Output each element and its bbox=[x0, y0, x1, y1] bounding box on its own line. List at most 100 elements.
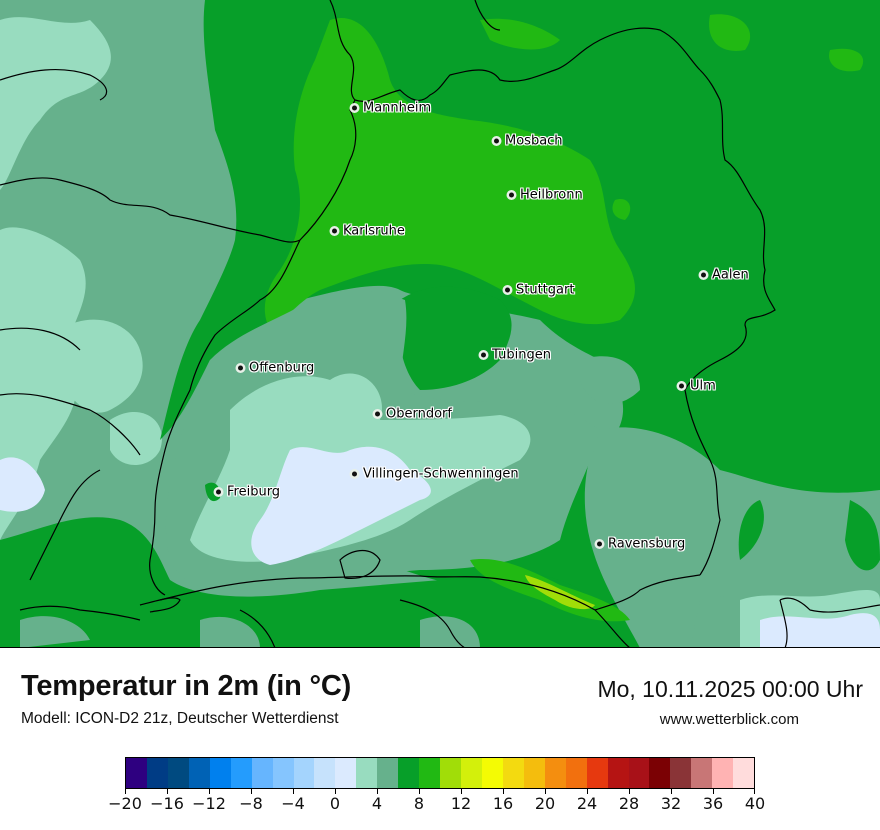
colorbar-segment bbox=[440, 758, 461, 788]
colorbar-tick bbox=[419, 789, 420, 794]
city-label: Karlsruhe bbox=[343, 223, 405, 239]
colorbar-segment bbox=[691, 758, 713, 788]
city-marker-freiburg: Freiburg bbox=[216, 485, 280, 500]
city-label: Tübingen bbox=[492, 347, 551, 363]
city-marker-mannheim: Mannheim bbox=[352, 101, 431, 116]
colorbar-tick-label: 16 bbox=[492, 794, 514, 813]
city-dot-icon bbox=[597, 541, 602, 547]
colorbar-segment bbox=[146, 758, 168, 788]
map-title: Temperatur in 2m (in °C) bbox=[21, 670, 352, 702]
colorbar-tick bbox=[209, 789, 210, 794]
colorbar-tick-label: −4 bbox=[281, 794, 305, 813]
colorbar-tick bbox=[167, 789, 168, 794]
colorbar-segment bbox=[188, 758, 210, 788]
colorbar-segment bbox=[502, 758, 524, 788]
city-dot-icon bbox=[352, 105, 357, 111]
city-dot-icon bbox=[494, 138, 499, 144]
colorbar-segment bbox=[628, 758, 650, 788]
city-marker-mosbach: Mosbach bbox=[494, 134, 563, 149]
city-marker-ravensburg: Ravensburg bbox=[597, 537, 685, 552]
colorbar-segment bbox=[272, 758, 294, 788]
colorbar-tick-label: 36 bbox=[702, 794, 724, 813]
colorbar-tick bbox=[671, 789, 672, 794]
colorbar-tick bbox=[503, 789, 504, 794]
colorbar-segment bbox=[356, 758, 378, 788]
colorbar-tick-label: 24 bbox=[576, 794, 598, 813]
city-marker-aalen: Aalen bbox=[701, 268, 749, 283]
colorbar-tick-label: −12 bbox=[192, 794, 226, 813]
colorbar-tick bbox=[461, 789, 462, 794]
colorbar-tick-label: 12 bbox=[450, 794, 472, 813]
city-dot-icon bbox=[238, 365, 243, 371]
valid-datetime: Mo, 10.11.2025 00:00 Uhr bbox=[597, 676, 863, 702]
colorbar-segment bbox=[419, 758, 441, 788]
model-source: Modell: ICON-D2 21z, Deutscher Wetterdie… bbox=[21, 710, 339, 727]
colorbar-segment bbox=[167, 758, 189, 788]
colorbar-tick-label: 20 bbox=[534, 794, 556, 813]
colorbar-tick-label: −8 bbox=[239, 794, 263, 813]
colorbar-tick-label: −16 bbox=[150, 794, 184, 813]
colorbar-tick-label: 4 bbox=[371, 794, 383, 813]
city-dot-icon bbox=[679, 383, 684, 389]
colorbar-tick bbox=[251, 789, 252, 794]
city-marker-oberndorf: Oberndorf bbox=[375, 407, 452, 422]
colorbar-tick bbox=[754, 789, 755, 794]
city-label: Stuttgart bbox=[516, 282, 575, 298]
city-label: Freiburg bbox=[227, 484, 281, 500]
city-marker-stuttgart: Stuttgart bbox=[505, 283, 574, 298]
city-label: Heilbronn bbox=[520, 187, 583, 203]
colorbar-segment bbox=[209, 758, 231, 788]
temperature-map: Mannheim Mosbach Heilbronn Karlsruhe Aal… bbox=[0, 0, 880, 648]
city-marker-ulm: Ulm bbox=[679, 379, 716, 394]
colorbar-segment bbox=[565, 758, 587, 788]
colorbar-segment bbox=[230, 758, 252, 788]
colorbar-segment bbox=[377, 758, 399, 788]
city-dot-icon bbox=[332, 228, 337, 234]
colorbar-tick bbox=[377, 789, 378, 794]
temperature-field bbox=[0, 0, 880, 647]
colorbar-tick bbox=[629, 789, 630, 794]
colorbar-segment bbox=[481, 758, 503, 788]
city-marker-karlsruhe: Karlsruhe bbox=[332, 224, 405, 239]
colorbar-segment bbox=[398, 758, 420, 788]
colorbar-segment bbox=[733, 758, 755, 788]
temperature-colorbar bbox=[125, 757, 755, 789]
colorbar-tick bbox=[293, 789, 294, 794]
colorbar-tick bbox=[713, 789, 714, 794]
city-dot-icon bbox=[216, 489, 221, 495]
colorbar-segment bbox=[293, 758, 315, 788]
colorbar-tick bbox=[125, 789, 126, 794]
colorbar-segment bbox=[126, 758, 147, 788]
colorbar-segment bbox=[670, 758, 692, 788]
city-marker-tuebingen: Tübingen bbox=[481, 348, 551, 363]
colorbar-segment bbox=[649, 758, 671, 788]
colorbar-segment bbox=[461, 758, 482, 788]
city-label: Villingen-Schwenningen bbox=[363, 466, 519, 482]
city-label: Offenburg bbox=[249, 360, 315, 376]
colorbar-tick-label: 8 bbox=[413, 794, 425, 813]
colorbar-segment bbox=[251, 758, 273, 788]
colorbar-tick-label: 28 bbox=[618, 794, 640, 813]
colorbar-tick bbox=[587, 789, 588, 794]
colorbar-segment bbox=[712, 758, 734, 788]
city-marker-heilbronn: Heilbronn bbox=[509, 188, 583, 203]
colorbar-tick-label: 40 bbox=[744, 794, 766, 813]
colorbar-tick-label: 0 bbox=[329, 794, 341, 813]
city-dot-icon bbox=[375, 411, 380, 417]
city-label: Ulm bbox=[690, 378, 716, 394]
city-label: Mannheim bbox=[363, 100, 432, 116]
colorbar-segment bbox=[544, 758, 566, 788]
city-label: Aalen bbox=[712, 267, 749, 283]
website-link[interactable]: www.wetterblick.com bbox=[659, 711, 799, 728]
city-marker-offenburg: Offenburg bbox=[238, 361, 314, 376]
city-dot-icon bbox=[509, 192, 514, 198]
colorbar-segment bbox=[314, 758, 336, 788]
city-dot-icon bbox=[352, 471, 357, 477]
city-marker-villingen-schwenningen: Villingen-Schwenningen bbox=[352, 467, 519, 482]
city-label: Mosbach bbox=[505, 133, 563, 149]
city-dot-icon bbox=[505, 287, 510, 293]
colorbar-tick-label: −20 bbox=[108, 794, 142, 813]
city-dot-icon bbox=[481, 352, 486, 358]
city-label: Ravensburg bbox=[608, 536, 686, 552]
colorbar-tick bbox=[545, 789, 546, 794]
